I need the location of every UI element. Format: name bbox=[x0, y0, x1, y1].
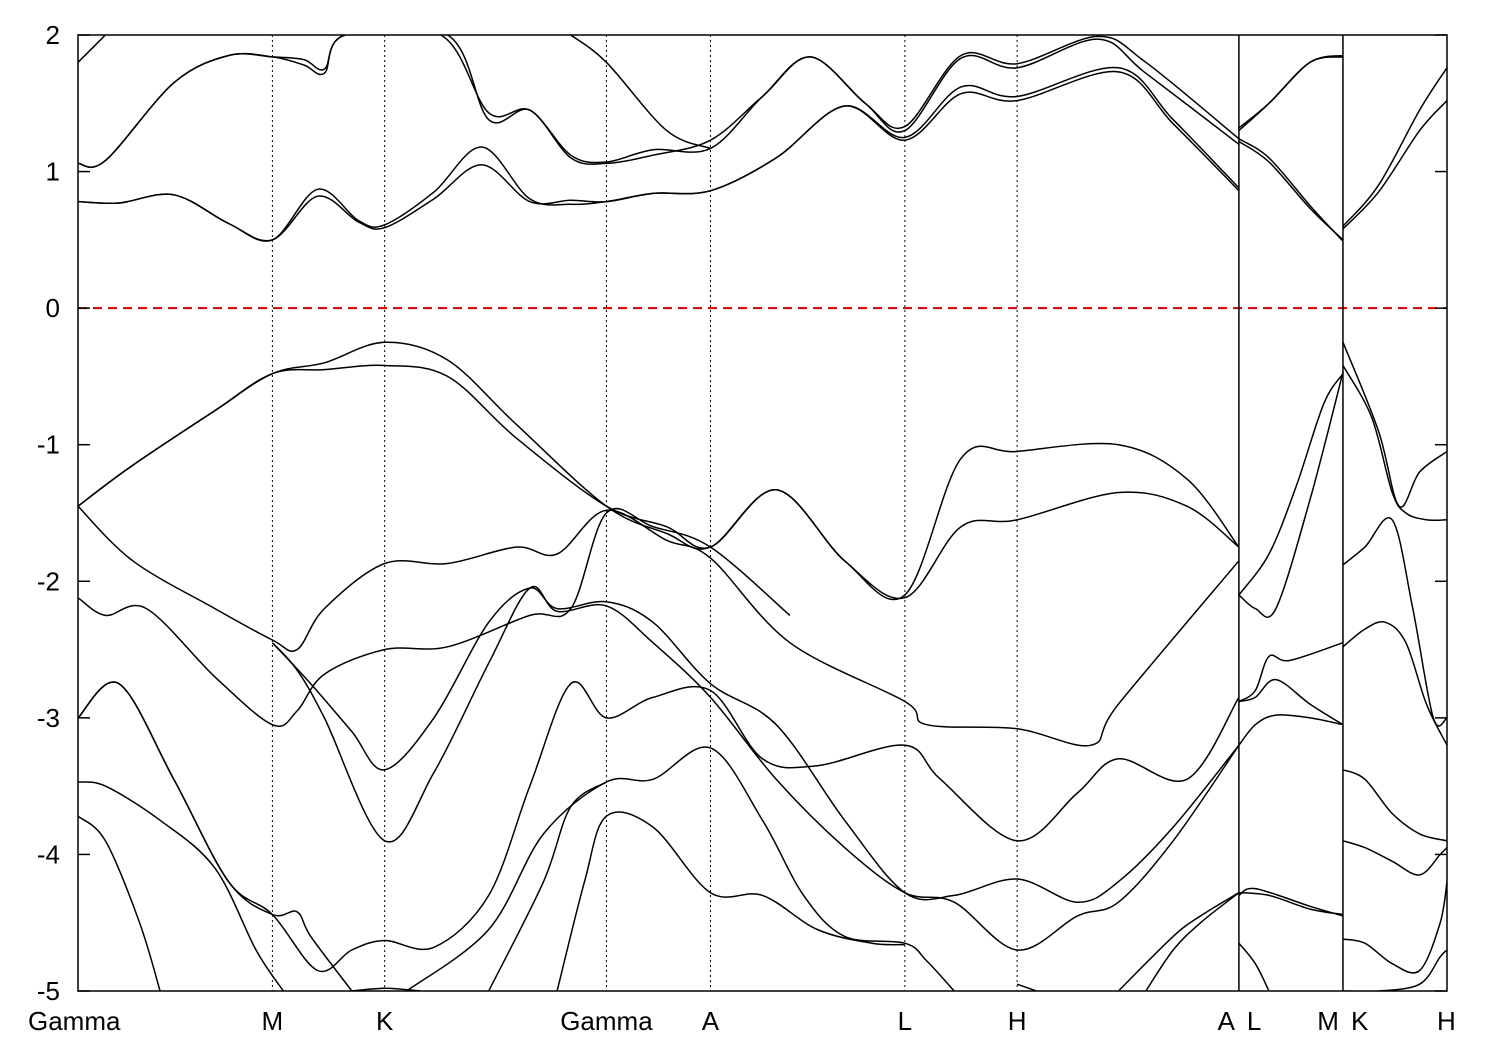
band-line bbox=[1342, 516, 1447, 727]
band-line bbox=[351, 987, 421, 991]
x-tick-label: L bbox=[1247, 1006, 1261, 1036]
x-tick-label: Gamma bbox=[560, 1006, 653, 1036]
x-tick-label: M bbox=[1317, 1006, 1339, 1036]
band-line bbox=[1238, 373, 1344, 596]
y-tick-label: -4 bbox=[37, 839, 60, 869]
y-tick-label: 0 bbox=[46, 293, 60, 323]
x-tick-label: L bbox=[898, 1006, 912, 1036]
band-line bbox=[78, 781, 285, 991]
band-line bbox=[1117, 892, 1240, 991]
band-line bbox=[1342, 342, 1447, 508]
band-line bbox=[1016, 983, 1037, 991]
band-line bbox=[78, 35, 1240, 169]
x-tick-label: H bbox=[1008, 1006, 1027, 1036]
band-line bbox=[271, 585, 1240, 951]
band-line bbox=[1238, 140, 1344, 241]
band-line bbox=[1238, 641, 1344, 703]
plot-frame bbox=[77, 34, 1448, 992]
band-line bbox=[406, 746, 955, 991]
band-line bbox=[78, 66, 1240, 242]
band-line bbox=[1145, 892, 1240, 991]
band-line bbox=[1238, 887, 1344, 917]
band-line bbox=[78, 35, 1240, 169]
band-line bbox=[78, 341, 1240, 601]
y-axis-group: 2 1 0 -1 -2 -3 -4 -5 bbox=[37, 20, 1447, 1006]
y-tick-label: -3 bbox=[37, 703, 60, 733]
band-line bbox=[1342, 769, 1447, 842]
band-line bbox=[1238, 372, 1344, 618]
band-line bbox=[1343, 949, 1447, 991]
plot-frame-group bbox=[77, 34, 1448, 992]
x-tick-label: M bbox=[262, 1006, 284, 1036]
band-line bbox=[1238, 714, 1344, 746]
band-line bbox=[78, 681, 353, 991]
band-line bbox=[78, 505, 1240, 747]
band-line bbox=[1238, 678, 1344, 726]
band-line bbox=[488, 781, 607, 991]
band-line bbox=[570, 35, 711, 150]
x-tick-label: A bbox=[702, 1006, 720, 1036]
y-tick-label: -1 bbox=[37, 430, 60, 460]
x-tick-label: A bbox=[1218, 1006, 1236, 1036]
band-line bbox=[1342, 621, 1447, 746]
band-line bbox=[78, 35, 106, 63]
x-tick-label: Gamma bbox=[28, 1006, 121, 1036]
y-tick-label: -5 bbox=[37, 976, 60, 1006]
x-axis-group: Gamma M K Gamma A L H A L M K H bbox=[28, 1006, 1456, 1036]
x-tick-label: K bbox=[376, 1006, 394, 1036]
band-line bbox=[78, 507, 791, 727]
x-tick-label: H bbox=[1437, 1006, 1456, 1036]
bands-group bbox=[78, 35, 1447, 991]
band-line bbox=[1342, 840, 1447, 876]
band-line bbox=[1342, 365, 1447, 522]
band-line bbox=[78, 70, 1240, 242]
band-line bbox=[1342, 67, 1447, 227]
band-line bbox=[78, 681, 1240, 973]
band-line bbox=[1238, 56, 1344, 132]
band-line bbox=[1342, 100, 1447, 230]
band-line bbox=[1342, 881, 1447, 974]
x-tick-label: K bbox=[1351, 1006, 1369, 1036]
y-tick-label: -2 bbox=[37, 566, 60, 596]
path-breaks-group bbox=[1238, 35, 1344, 991]
band-line bbox=[78, 815, 161, 991]
band-line bbox=[78, 364, 1240, 600]
kpoint-separators bbox=[271, 35, 1018, 991]
band-line bbox=[271, 587, 1240, 903]
band-line bbox=[1238, 942, 1270, 991]
band-line bbox=[556, 811, 905, 991]
y-tick-label: 1 bbox=[46, 157, 60, 187]
y-tick-label: 2 bbox=[46, 20, 60, 50]
